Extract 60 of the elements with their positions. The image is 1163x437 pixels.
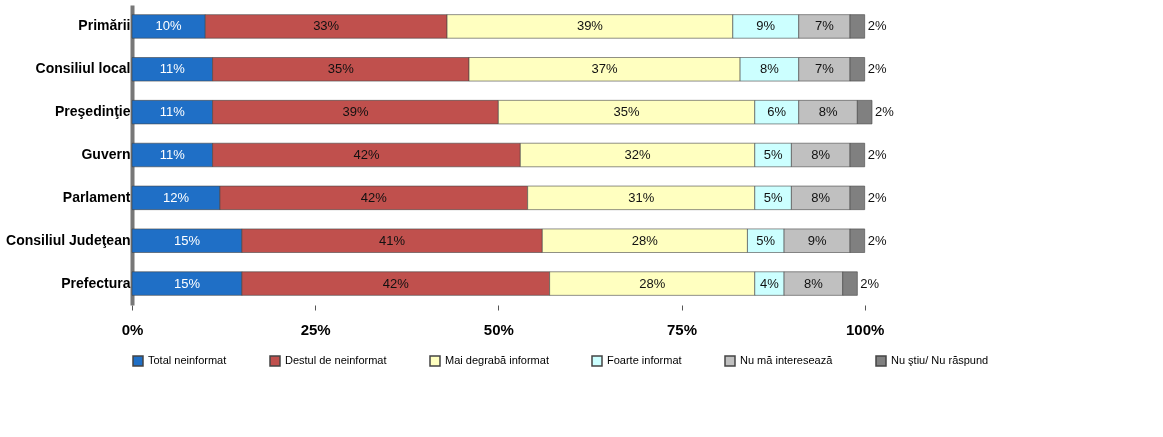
legend-label: Nu ştiu/ Nu răspund bbox=[891, 354, 989, 366]
data-label: 42% bbox=[382, 275, 410, 291]
legend-label: Mai degrabă informat bbox=[445, 354, 549, 366]
data-label: 2% bbox=[867, 147, 887, 162]
data-label: 9% bbox=[807, 232, 827, 248]
data-label: 31% bbox=[628, 189, 655, 205]
data-label: 28% bbox=[639, 275, 666, 291]
x-tick-label: 0% bbox=[121, 320, 144, 338]
data-label: 9% bbox=[756, 18, 776, 34]
x-tick-label: 75% bbox=[666, 320, 698, 338]
y-tick-label: Consiliul local bbox=[35, 60, 131, 77]
data-label: 2% bbox=[867, 61, 887, 77]
data-label: 39% bbox=[576, 18, 604, 34]
data-label: 35% bbox=[613, 104, 640, 120]
data-label: 41% bbox=[379, 232, 406, 248]
legend-label: Destul de neinformat bbox=[285, 354, 387, 366]
data-label: 10% bbox=[155, 18, 183, 34]
x-tick-label: 100% bbox=[845, 320, 885, 338]
data-label: 2% bbox=[860, 275, 880, 291]
legend-label: Foarte informat bbox=[607, 354, 682, 366]
data-label: 42% bbox=[353, 147, 380, 162]
data-label: 4% bbox=[760, 275, 780, 291]
data-label: 8% bbox=[811, 189, 831, 205]
data-label: 5% bbox=[763, 147, 783, 162]
legend-label: Total neinformat bbox=[148, 354, 227, 366]
y-tick-label: Parlament bbox=[62, 188, 131, 205]
data-label: 28% bbox=[631, 232, 659, 248]
data-label: 8% bbox=[811, 147, 831, 162]
data-label: 35% bbox=[327, 61, 355, 77]
data-label: 8% bbox=[818, 104, 838, 120]
y-tick-label: Prefectura bbox=[61, 274, 131, 291]
data-label: 11% bbox=[159, 61, 186, 77]
data-label: 11% bbox=[159, 147, 186, 162]
x-tick-label: 25% bbox=[300, 320, 331, 338]
data-label: 7% bbox=[814, 18, 835, 34]
data-label: 39% bbox=[342, 104, 369, 120]
data-label: 2% bbox=[867, 18, 887, 34]
data-label: 12% bbox=[162, 189, 190, 205]
y-tick-label: Consiliul Judeţean bbox=[6, 231, 131, 248]
data-label: 32% bbox=[624, 147, 651, 162]
legend-label: Nu mă interesează bbox=[740, 354, 834, 366]
data-label: 2% bbox=[867, 189, 887, 205]
y-tick-label: Primării bbox=[78, 17, 131, 34]
data-label: 15% bbox=[173, 232, 201, 248]
data-label: 33% bbox=[313, 18, 340, 34]
data-label: 37% bbox=[591, 61, 619, 77]
data-label: 2% bbox=[875, 104, 895, 120]
data-label: 6% bbox=[767, 104, 787, 120]
data-label: 5% bbox=[763, 189, 783, 205]
data-label: 42% bbox=[360, 189, 388, 205]
data-label: 2% bbox=[867, 232, 887, 248]
data-label: 8% bbox=[803, 275, 824, 291]
x-tick-label: 50% bbox=[483, 320, 514, 338]
data-label: 11% bbox=[159, 104, 186, 120]
data-label: 15% bbox=[173, 275, 201, 291]
data-label: 7% bbox=[814, 61, 835, 77]
y-tick-label: Guvern bbox=[81, 146, 131, 162]
y-tick-label: Preşedinţie bbox=[55, 103, 131, 120]
data-label: 5% bbox=[756, 232, 776, 248]
data-label: 8% bbox=[760, 61, 780, 77]
